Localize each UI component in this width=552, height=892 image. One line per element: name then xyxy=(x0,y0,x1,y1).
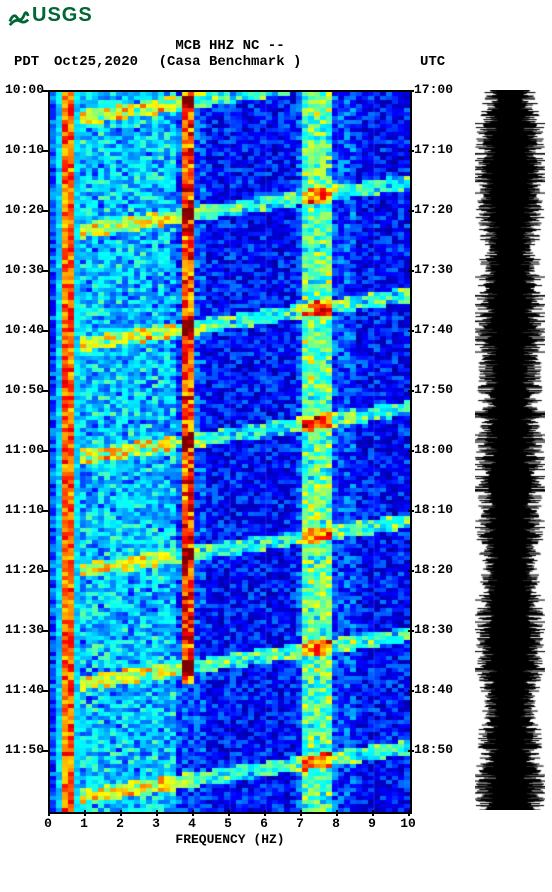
tick-mark xyxy=(408,90,414,92)
tick-mark xyxy=(84,810,86,816)
ytick-utc: 18:10 xyxy=(414,502,453,517)
ytick-utc: 18:00 xyxy=(414,442,453,457)
spectrogram-plot xyxy=(48,90,412,814)
tick-mark xyxy=(408,210,414,212)
tick-mark xyxy=(192,810,194,816)
tick-mark xyxy=(336,810,338,816)
ytick-utc: 18:20 xyxy=(414,562,453,577)
tick-mark xyxy=(42,510,48,512)
tick-mark xyxy=(42,750,48,752)
usgs-wave-icon xyxy=(8,5,30,27)
tick-mark xyxy=(408,270,414,272)
ytick-utc: 17:50 xyxy=(414,382,453,397)
usgs-logo-text: USGS xyxy=(32,4,93,27)
xtick: 2 xyxy=(110,816,130,831)
waveform-canvas xyxy=(475,90,545,810)
xtick: 4 xyxy=(182,816,202,831)
ytick-pdt: 11:40 xyxy=(4,682,44,697)
xtick: 3 xyxy=(146,816,166,831)
xtick: 7 xyxy=(290,816,310,831)
ytick-pdt: 11:20 xyxy=(4,562,44,577)
usgs-logo: USGS xyxy=(8,4,93,27)
tick-mark xyxy=(408,330,414,332)
ytick-utc: 18:30 xyxy=(414,622,453,637)
ytick-pdt: 10:30 xyxy=(4,262,44,277)
ytick-utc: 17:40 xyxy=(414,322,453,337)
xtick: 8 xyxy=(326,816,346,831)
tick-mark xyxy=(408,570,414,572)
xtick: 9 xyxy=(362,816,382,831)
tick-mark xyxy=(408,390,414,392)
ytick-pdt: 10:00 xyxy=(4,82,44,97)
tick-mark xyxy=(42,390,48,392)
tick-mark xyxy=(156,810,158,816)
tick-mark xyxy=(372,810,374,816)
tick-mark xyxy=(120,810,122,816)
tick-mark xyxy=(408,510,414,512)
ytick-utc: 18:40 xyxy=(414,682,453,697)
xtick: 1 xyxy=(74,816,94,831)
x-axis-label: FREQUENCY (HZ) xyxy=(0,832,460,847)
tick-mark xyxy=(42,690,48,692)
tick-mark xyxy=(408,750,414,752)
xtick: 0 xyxy=(38,816,58,831)
ytick-pdt: 11:50 xyxy=(4,742,44,757)
tick-mark xyxy=(42,90,48,92)
utc-label: UTC xyxy=(420,54,445,70)
ytick-utc: 17:30 xyxy=(414,262,453,277)
tick-mark xyxy=(42,150,48,152)
ytick-pdt: 10:50 xyxy=(4,382,44,397)
ytick-utc: 18:50 xyxy=(414,742,453,757)
xtick: 10 xyxy=(398,816,418,831)
spectrogram-canvas xyxy=(50,92,410,812)
tick-mark xyxy=(300,810,302,816)
tick-mark xyxy=(48,810,50,816)
tick-mark xyxy=(42,330,48,332)
ytick-utc: 17:00 xyxy=(414,82,453,97)
ytick-pdt: 10:20 xyxy=(4,202,44,217)
tick-mark xyxy=(408,630,414,632)
tick-mark xyxy=(42,270,48,272)
tick-mark xyxy=(42,210,48,212)
xtick: 5 xyxy=(218,816,238,831)
waveform-plot xyxy=(475,90,545,810)
tick-mark xyxy=(42,630,48,632)
ytick-pdt: 11:30 xyxy=(4,622,44,637)
ytick-pdt: 11:10 xyxy=(4,502,44,517)
ytick-utc: 17:10 xyxy=(414,142,453,157)
tick-mark xyxy=(408,150,414,152)
ytick-pdt: 10:10 xyxy=(4,142,44,157)
ytick-pdt: 10:40 xyxy=(4,322,44,337)
xtick: 6 xyxy=(254,816,274,831)
tick-mark xyxy=(42,570,48,572)
ytick-utc: 17:20 xyxy=(414,202,453,217)
tick-mark xyxy=(264,810,266,816)
station-code: MCB HHZ NC -- xyxy=(0,38,460,54)
tick-mark xyxy=(42,450,48,452)
tick-mark xyxy=(408,810,410,816)
tick-mark xyxy=(408,450,414,452)
tick-mark xyxy=(408,690,414,692)
tick-mark xyxy=(228,810,230,816)
station-sub: (Casa Benchmark ) xyxy=(0,54,460,70)
ytick-pdt: 11:00 xyxy=(4,442,44,457)
